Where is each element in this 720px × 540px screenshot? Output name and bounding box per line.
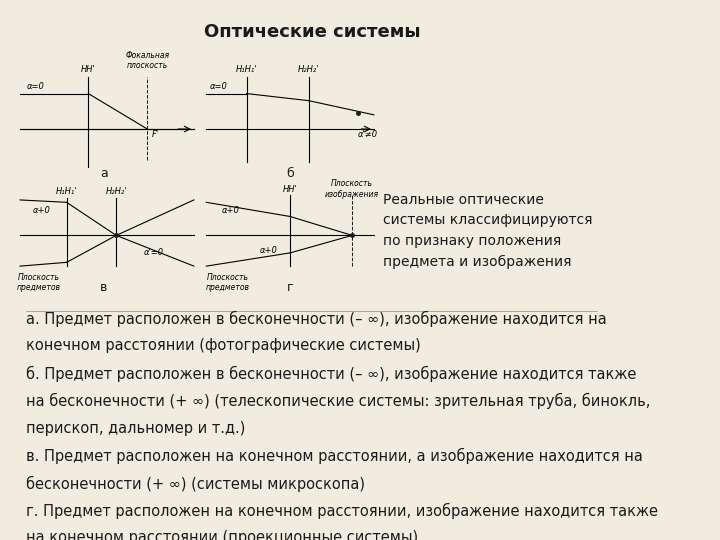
- Text: Плоскость
изображения: Плоскость изображения: [325, 179, 379, 199]
- Text: Оптические системы: Оптические системы: [204, 23, 420, 40]
- Text: бесконечности (+ ∞) (системы микроскопа): бесконечности (+ ∞) (системы микроскопа): [26, 476, 365, 492]
- Text: α+0: α+0: [33, 206, 50, 215]
- Text: б: б: [287, 167, 294, 180]
- Text: в: в: [100, 281, 107, 294]
- Text: α'=0: α'=0: [143, 248, 163, 258]
- Text: H₂H₂': H₂H₂': [106, 187, 127, 196]
- Text: F': F': [152, 130, 159, 139]
- Text: H₁H₁': H₁H₁': [236, 65, 257, 75]
- Text: конечном расстоянии (фотографические системы): конечном расстоянии (фотографические сис…: [26, 339, 421, 354]
- Text: H₁H₁': H₁H₁': [56, 187, 77, 196]
- Text: α=0: α=0: [27, 82, 45, 91]
- Text: на конечном расстоянии (проекционные системы): на конечном расстоянии (проекционные сис…: [26, 530, 418, 540]
- Text: на бесконечности (+ ∞) (телескопические системы: зрительная труба, бинокль,: на бесконечности (+ ∞) (телескопические …: [26, 393, 651, 409]
- Text: α=0: α=0: [210, 82, 228, 91]
- Text: г. Предмет расположен на конечном расстоянии, изображение находится также: г. Предмет расположен на конечном рассто…: [26, 503, 658, 519]
- Text: б. Предмет расположен в бесконечности (– ∞), изображение находится также: б. Предмет расположен в бесконечности (–…: [26, 366, 636, 382]
- Text: Фокальная
плоскость: Фокальная плоскость: [125, 51, 169, 70]
- Text: в. Предмет расположен на конечном расстоянии, а изображение находится на: в. Предмет расположен на конечном рассто…: [26, 448, 643, 464]
- Text: H₂H₂': H₂H₂': [298, 65, 320, 75]
- Text: а. Предмет расположен в бесконечности (– ∞), изображение находится на: а. Предмет расположен в бесконечности (–…: [26, 311, 607, 327]
- Text: перископ, дальномер и т.д.): перископ, дальномер и т.д.): [26, 421, 246, 436]
- Text: HH': HH': [81, 65, 96, 75]
- Text: HH': HH': [283, 185, 297, 193]
- Text: Реальные оптические
системы классифицируются
по признаку положения
предмета и из: Реальные оптические системы классифициру…: [383, 193, 593, 269]
- Text: а: а: [100, 167, 108, 180]
- Text: α'≠0: α'≠0: [358, 130, 378, 139]
- Text: Плоскость
предметов: Плоскость предметов: [206, 273, 250, 292]
- Text: г: г: [287, 281, 294, 294]
- Text: α+0: α+0: [222, 206, 240, 215]
- Text: Плоскость
предметов: Плоскость предметов: [17, 273, 60, 292]
- Text: α+0: α+0: [259, 246, 277, 255]
